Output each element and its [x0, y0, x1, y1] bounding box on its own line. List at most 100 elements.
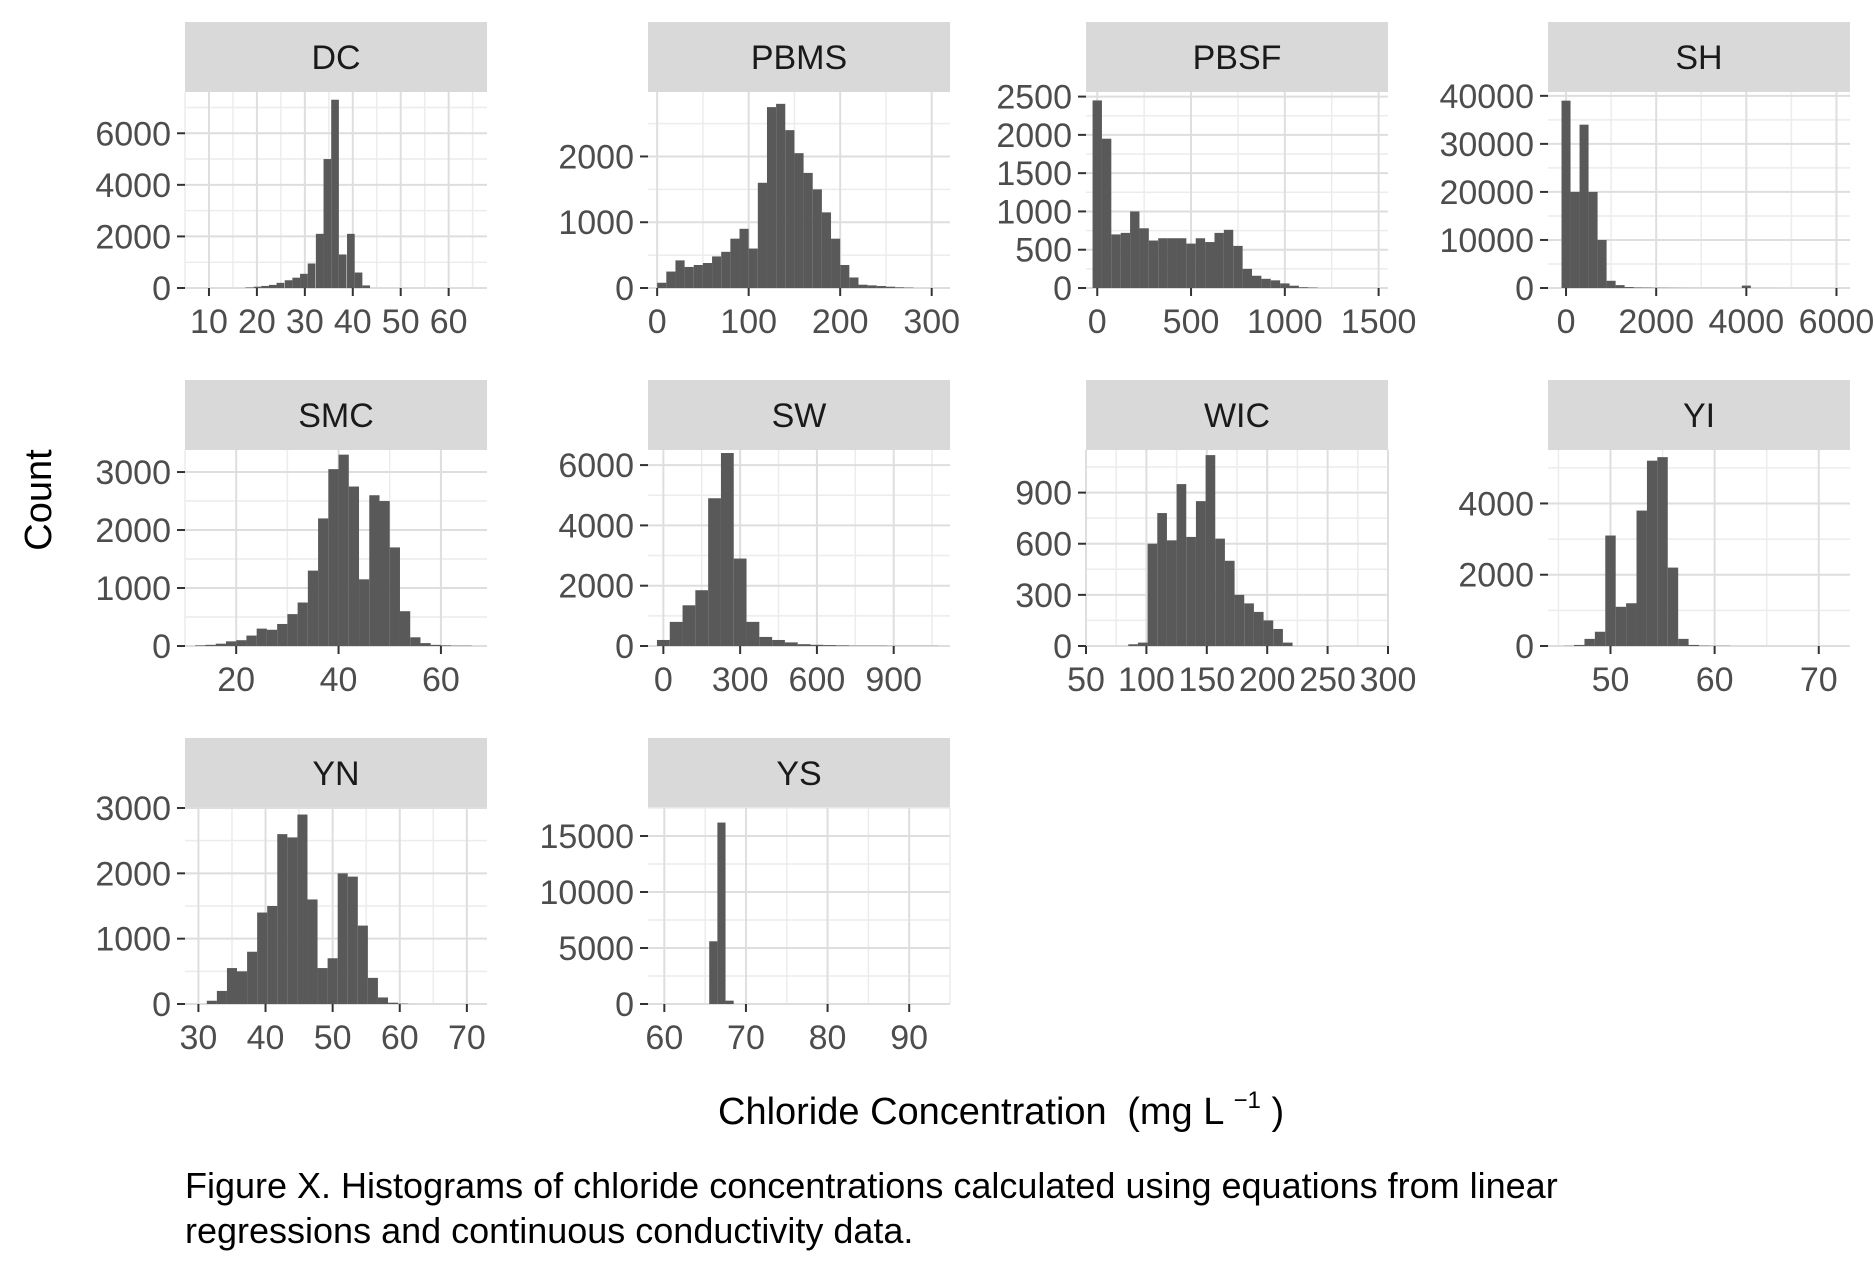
- y-tick-label: 1000: [996, 193, 1072, 231]
- histogram-bar: [276, 282, 285, 288]
- histogram-bar: [389, 547, 400, 646]
- histogram-bar: [730, 238, 740, 288]
- y-tick-label: 1000: [95, 921, 171, 959]
- y-tick-label: 15000: [539, 818, 634, 856]
- histogram-bar: [1205, 455, 1216, 646]
- histogram-bar: [821, 212, 832, 288]
- x-tick-label: 70: [1800, 661, 1838, 699]
- histogram-bar: [1157, 513, 1167, 646]
- x-tick-label: 70: [727, 1019, 765, 1057]
- histogram-bar: [236, 640, 247, 646]
- y-axis-title: Count: [18, 449, 60, 551]
- histogram-bar: [420, 643, 431, 646]
- histogram-bar: [284, 280, 293, 288]
- histogram-bar: [1667, 567, 1679, 646]
- x-tick-label: 900: [865, 661, 922, 699]
- histogram-bar: [1137, 642, 1148, 646]
- y-tick-label: 3000: [95, 454, 171, 492]
- facet-strip-yn: [185, 738, 487, 808]
- y-tick-label: 300: [1015, 577, 1072, 615]
- histogram-bar: [1158, 238, 1168, 288]
- histogram-bar: [721, 251, 731, 288]
- x-tick-label: 70: [448, 1019, 486, 1057]
- histogram-bar: [331, 99, 339, 288]
- histogram-bar: [876, 286, 886, 288]
- histogram-bar: [430, 644, 441, 646]
- facet-label-sw: SW: [772, 397, 827, 435]
- grid-ys: [648, 807, 951, 1005]
- histogram-bar: [277, 834, 288, 1004]
- panel-bg-ys: [648, 808, 950, 1004]
- histogram-bar: [1594, 631, 1606, 646]
- x-axis-title: Chloride Concentration (mg L −1 ): [718, 1075, 1284, 1133]
- y-tick-label: 30000: [1439, 126, 1534, 164]
- facet-strip-sw: [648, 380, 950, 450]
- histogram-bar: [810, 644, 824, 646]
- histogram-bar: [720, 453, 734, 646]
- histogram-bar: [357, 925, 368, 1004]
- x-tick-label: 60: [381, 1019, 419, 1057]
- x-tick-label: 0: [1557, 303, 1576, 341]
- histogram-bar: [702, 263, 713, 288]
- histogram-bar: [831, 238, 841, 288]
- histogram-bar: [216, 990, 227, 1004]
- facet-strip-wic: [1086, 380, 1388, 450]
- caption-line-1: Figure X. Histograms of chloride concent…: [185, 1165, 1558, 1206]
- x-tick-label: 250: [1299, 661, 1356, 699]
- histogram-bar: [895, 287, 905, 288]
- histogram-bar: [348, 486, 360, 646]
- histogram-bar: [237, 971, 248, 1004]
- histogram-bar: [675, 260, 685, 288]
- histogram-bar: [337, 873, 348, 1004]
- x-tick-label: 200: [812, 303, 869, 341]
- histogram-bar: [247, 951, 258, 1004]
- histogram-bar: [1280, 283, 1290, 288]
- histogram-bar: [1741, 285, 1751, 288]
- x-tick-label: 4000: [1709, 303, 1785, 341]
- histogram-bar: [328, 469, 339, 646]
- panel-bg-yi: [1548, 450, 1850, 646]
- histogram-bar: [712, 256, 722, 288]
- y-tick-label: 4000: [558, 507, 634, 545]
- y-tick-label: 2000: [1458, 557, 1534, 595]
- y-tick-label: 10000: [1439, 222, 1534, 260]
- y-tick-label: 0: [152, 986, 171, 1024]
- y-tick-label: 0: [1515, 270, 1534, 308]
- histogram-bar: [287, 614, 298, 646]
- histogram-bar: [410, 637, 421, 646]
- x-tick-label: 50: [314, 1019, 352, 1057]
- histogram-bar: [215, 643, 226, 646]
- histogram-bar: [759, 636, 773, 646]
- histogram-bar: [1167, 238, 1177, 288]
- histogram-bar: [245, 287, 254, 288]
- histogram-bar: [746, 621, 760, 646]
- histogram-bar: [1128, 644, 1138, 646]
- histogram-bar: [867, 285, 877, 288]
- x-tick-label: 0: [648, 303, 667, 341]
- histogram-bar: [359, 579, 370, 646]
- x-tick-label: 10: [190, 303, 228, 341]
- x-tick-label: 80: [809, 1019, 847, 1057]
- histogram-bar: [1657, 457, 1668, 646]
- histogram-bar: [315, 233, 324, 288]
- facet-strip-pbsf: [1086, 22, 1388, 92]
- facet-strip-sh: [1548, 22, 1850, 92]
- histogram-bar: [1584, 638, 1595, 646]
- x-tick-label: 40: [247, 1019, 285, 1057]
- histogram-bar: [1195, 501, 1206, 646]
- histogram-bar: [277, 623, 288, 646]
- y-tick-label: 4000: [95, 167, 171, 205]
- histogram-bar: [1148, 240, 1159, 288]
- facet-pbms: PBMS 0 100 200 300 0 1000 2000: [558, 22, 960, 341]
- y-tick-label: 2000: [996, 117, 1072, 155]
- histogram-bar: [1615, 285, 1625, 288]
- histogram-bar: [776, 103, 786, 288]
- histogram-bar: [246, 635, 257, 646]
- histogram-bar: [1242, 268, 1253, 288]
- x-axis-title-close: ): [1271, 1091, 1284, 1133]
- facet-strip-smc: [185, 380, 487, 450]
- histogram-bar: [1205, 242, 1215, 288]
- histogram-bar: [379, 501, 390, 646]
